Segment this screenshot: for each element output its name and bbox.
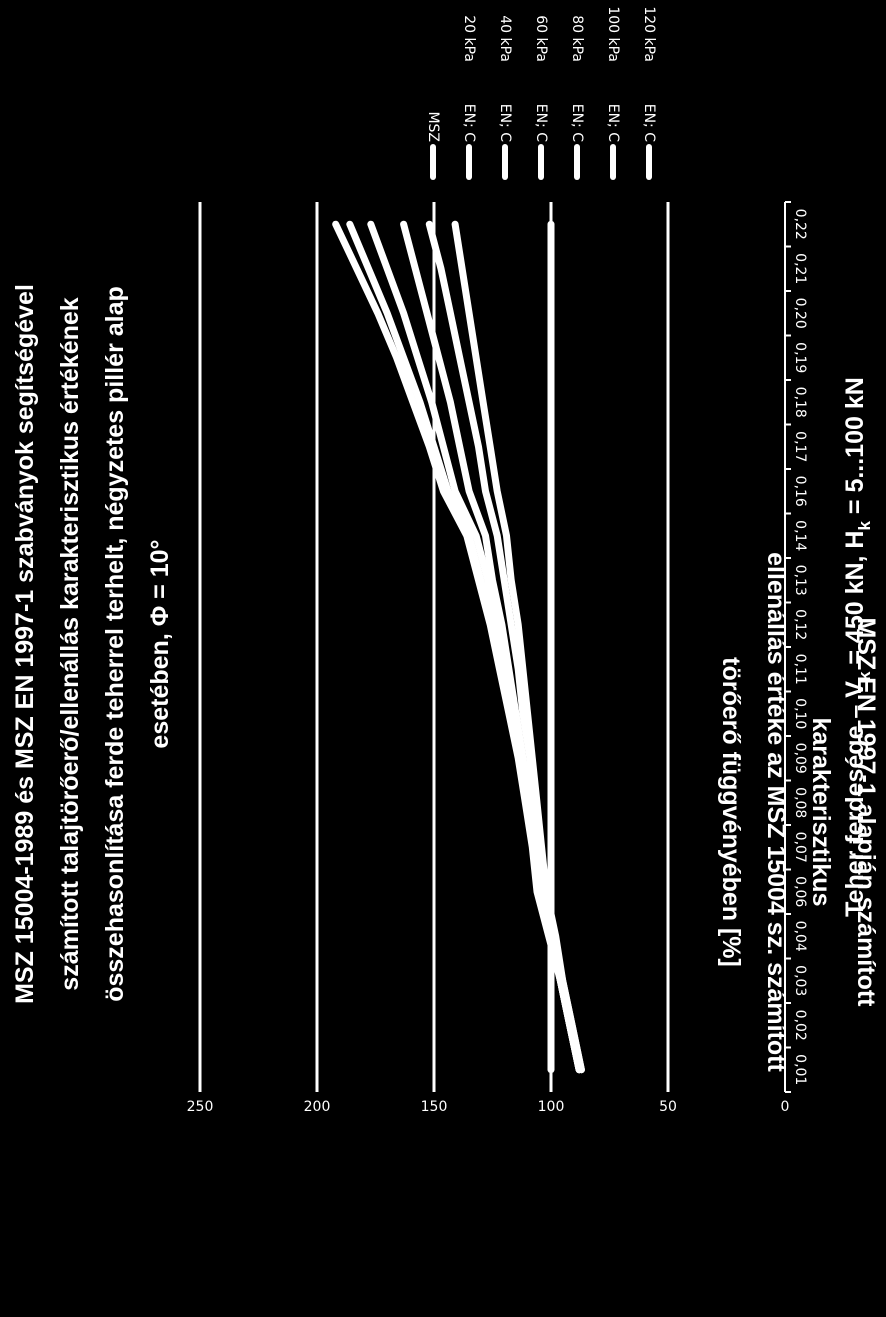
y-axis-title-line: karakterisztikus bbox=[807, 717, 835, 906]
x-tick-label: 0,04 bbox=[792, 921, 808, 952]
legend-extra: 120 kPa bbox=[641, 6, 657, 62]
x-tick-label: 0,22 bbox=[792, 209, 808, 240]
chart-title-line: összehasonlítása ferde teherrel terhelt,… bbox=[101, 286, 129, 1002]
legend-label: EN; C bbox=[533, 104, 549, 142]
chart-title-line: MSZ 15004-1989 és MSZ EN 1997-1 szabvány… bbox=[11, 284, 39, 1004]
legend-extra: 20 kPa bbox=[461, 15, 477, 62]
series-line-6 bbox=[451, 220, 585, 1074]
x-tick-label: 0,13 bbox=[792, 565, 808, 596]
x-tick-label: 0,03 bbox=[792, 965, 808, 996]
legend-label: EN; C bbox=[497, 104, 513, 142]
x-tick-label: 0,06 bbox=[792, 876, 808, 907]
series-line-2 bbox=[346, 220, 583, 1074]
y-tick-label: 100 bbox=[538, 1099, 565, 1115]
legend-extra: 60 kPa bbox=[533, 15, 549, 62]
legend-label: EN; C bbox=[641, 104, 657, 142]
x-tick-label: 0,21 bbox=[792, 253, 808, 284]
legend-label: EN; C bbox=[605, 104, 621, 142]
chart-title-line: számított talajtörőerő/ellenállás karakt… bbox=[56, 297, 84, 990]
y-axis-title-line: törőerő függvényében [%] bbox=[717, 657, 745, 967]
x-tick-label: 0,10 bbox=[792, 698, 808, 729]
y-tick-label: 150 bbox=[421, 1099, 448, 1115]
y-tick-label: 250 bbox=[187, 1099, 214, 1115]
x-axis-title-part: Teher ferdesége – V bbox=[841, 681, 869, 917]
y-tick-label: 200 bbox=[304, 1099, 331, 1115]
legend-label: EN; C bbox=[569, 104, 585, 142]
x-tick-label: 0,11 bbox=[792, 654, 808, 685]
x-tick-label: 0,07 bbox=[792, 832, 808, 863]
legend-label: EN; C bbox=[461, 104, 477, 142]
x-tick-label: 0,19 bbox=[792, 342, 808, 373]
x-tick-label: 0,01 bbox=[792, 1054, 808, 1085]
y-tick-label: 50 bbox=[659, 1099, 677, 1115]
chart-title-line: esetében, Φ = 10° bbox=[146, 539, 174, 748]
x-axis-title-subscript: k bbox=[855, 671, 874, 681]
legend-label: MSZ bbox=[425, 111, 441, 142]
x-tick-label: 0,18 bbox=[792, 387, 808, 418]
x-axis-title-part: = 450 kN, H bbox=[841, 531, 869, 672]
legend-extra: 80 kPa bbox=[569, 15, 585, 62]
legend-extra: 100 kPa bbox=[605, 6, 621, 62]
y-axis-title-line: MSZ EN 1997-1 alapján számított bbox=[852, 617, 880, 1007]
y-tick-label: 0 bbox=[781, 1099, 790, 1115]
x-tick-label: 0,08 bbox=[792, 787, 808, 818]
x-tick-label: 0,02 bbox=[792, 1010, 808, 1041]
x-tick-label: 0,14 bbox=[792, 520, 808, 551]
x-tick-label: 0,20 bbox=[792, 298, 808, 329]
y-axis-title-line: ellenállás értéke az MSZ 15004 sz. számí… bbox=[762, 552, 790, 1072]
x-tick-label: 0,17 bbox=[792, 431, 808, 462]
x-axis-title-part: = 5...100 kN bbox=[841, 377, 869, 521]
x-tick-label: 0,16 bbox=[792, 476, 808, 507]
x-tick-label: 0,12 bbox=[792, 609, 808, 640]
x-axis-title-subscript: k bbox=[855, 521, 874, 531]
x-axis-title: Teher ferdesége – Vk = 450 kN, Hk = 5...… bbox=[841, 377, 874, 917]
legend-extra: 40 kPa bbox=[497, 15, 513, 62]
x-tick-label: 0,09 bbox=[792, 743, 808, 774]
